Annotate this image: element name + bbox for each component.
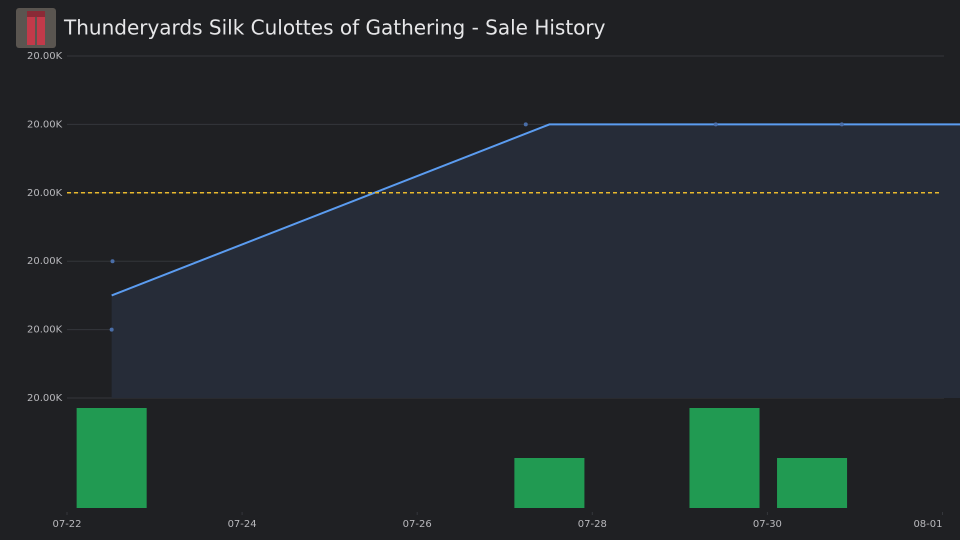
y-tick-label: 20.00K — [27, 393, 63, 404]
volume-bar — [76, 408, 147, 508]
sale-point — [523, 122, 528, 127]
x-tick-label: 08-01 — [913, 519, 942, 530]
volume-bar — [689, 408, 760, 508]
y-tick-label: 20.00K — [27, 119, 63, 130]
y-tick-label: 20.00K — [27, 188, 63, 199]
price-line — [111, 123, 960, 297]
sale-point — [110, 259, 115, 264]
y-tick-label: 20.00K — [27, 256, 63, 267]
volume-bar — [514, 458, 585, 508]
volume-bar — [777, 458, 848, 508]
y-tick-label: 20.00K — [27, 51, 63, 62]
y-tick-label: 20.00K — [27, 325, 63, 336]
x-tick-label: 07-28 — [578, 519, 607, 530]
item-icon — [16, 8, 56, 48]
x-tick-label: 07-24 — [228, 519, 257, 530]
chart-title: Thunderyards Silk Culottes of Gathering … — [63, 16, 606, 40]
sale-point — [109, 327, 114, 332]
sale-point — [713, 122, 718, 127]
sale-point — [839, 122, 844, 127]
x-tick-label: 07-30 — [753, 519, 782, 530]
x-tick-label: 07-22 — [52, 519, 81, 530]
area — [111, 124, 960, 398]
x-tick-label: 07-26 — [403, 519, 432, 530]
